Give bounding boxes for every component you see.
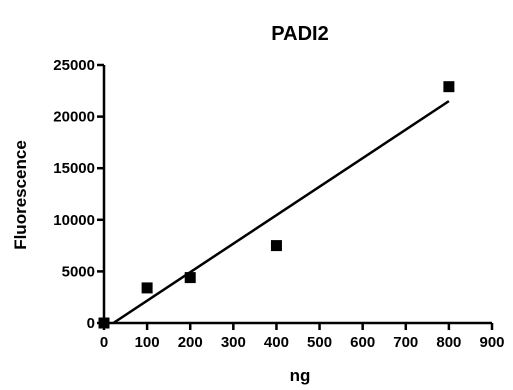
data-point — [270, 240, 282, 252]
y-tick-label: 10000 — [53, 212, 95, 229]
x-tick-label: 400 — [264, 334, 289, 351]
fit-line-group — [112, 100, 450, 325]
x-tick-label: 600 — [350, 334, 375, 351]
chart-title: PADI2 — [271, 23, 328, 45]
x-tick-label: 900 — [479, 334, 504, 351]
y-tick-label: 20000 — [53, 109, 95, 126]
data-point — [443, 81, 455, 93]
y-axis-label: Fluorescence — [11, 140, 30, 250]
data-point — [141, 282, 153, 294]
y-tick-label: 0 — [87, 315, 95, 332]
x-tick-label: 100 — [135, 334, 160, 351]
y-tick-label: 5000 — [62, 263, 95, 280]
data-point — [98, 317, 110, 329]
axes: 0 5000 10000 15000 20000 25000 0 100 200 300 400 50… — [53, 57, 504, 351]
data-point — [184, 272, 196, 284]
y-tick-label: 15000 — [53, 160, 95, 177]
x-tick-label: 300 — [221, 334, 246, 351]
x-tick-label: 700 — [393, 334, 418, 351]
x-tick-label: 800 — [436, 334, 461, 351]
y-tick-label: 25000 — [53, 57, 95, 74]
x-axis-label: ng — [290, 366, 311, 385]
x-tick-label: 0 — [100, 334, 108, 351]
fit-line — [112, 100, 450, 325]
x-tick-label: 500 — [307, 334, 332, 351]
data-points — [98, 81, 455, 329]
x-tick-label: 200 — [178, 334, 203, 351]
